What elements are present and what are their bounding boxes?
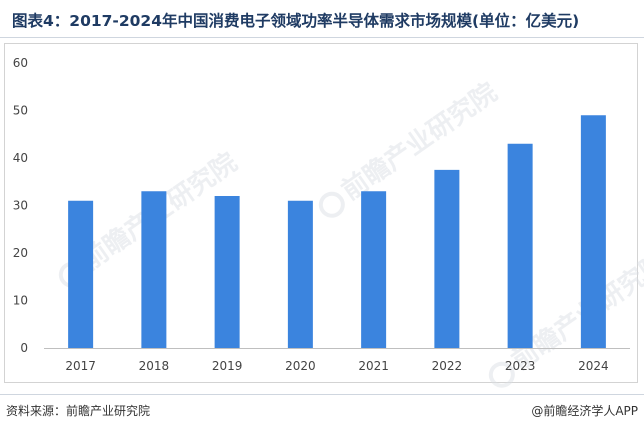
x-tick-label: 2018 (139, 359, 170, 373)
bar-2024 (580, 115, 606, 348)
x-tick-label: 2017 (65, 359, 96, 373)
y-tick-label: 10 (13, 294, 28, 308)
y-tick-label: 50 (13, 104, 28, 118)
title-divider (0, 37, 644, 38)
y-tick-label: 0 (20, 341, 28, 355)
bar-2022 (434, 169, 460, 348)
source-note: 资料来源：前瞻产业研究院 (6, 404, 151, 418)
y-tick-label: 40 (13, 151, 28, 165)
bar-2020 (287, 200, 313, 348)
bar-2018 (141, 191, 167, 348)
y-tick-label: 20 (13, 246, 28, 260)
x-tick-label: 2021 (358, 359, 389, 373)
chart-title: 图表4：2017-2024年中国消费电子领域功率半导体需求市场规模(单位：亿美元… (12, 12, 580, 30)
x-tick-label: 2023 (505, 359, 536, 373)
y-tick-label: 30 (13, 199, 28, 213)
x-tick-label: 2019 (212, 359, 243, 373)
bar-2021 (361, 191, 387, 348)
y-axis-ticks: 0 10 20 30 40 50 60 (13, 56, 28, 355)
x-tick-label: 2020 (285, 359, 316, 373)
x-tick-label: 2022 (432, 359, 463, 373)
bar-2023 (507, 143, 533, 348)
bar-2017 (68, 200, 94, 348)
bar-2019 (214, 196, 240, 348)
bar-series (68, 115, 606, 348)
chart-frame (4, 43, 638, 383)
y-tick-label: 60 (13, 56, 28, 70)
footer-divider (0, 394, 644, 395)
x-axis-ticks: 2017 2018 2019 2020 2021 2022 2023 2024 (65, 359, 608, 373)
credit-note: @前瞻经济学人APP (531, 404, 638, 418)
x-tick-label: 2024 (578, 359, 609, 373)
